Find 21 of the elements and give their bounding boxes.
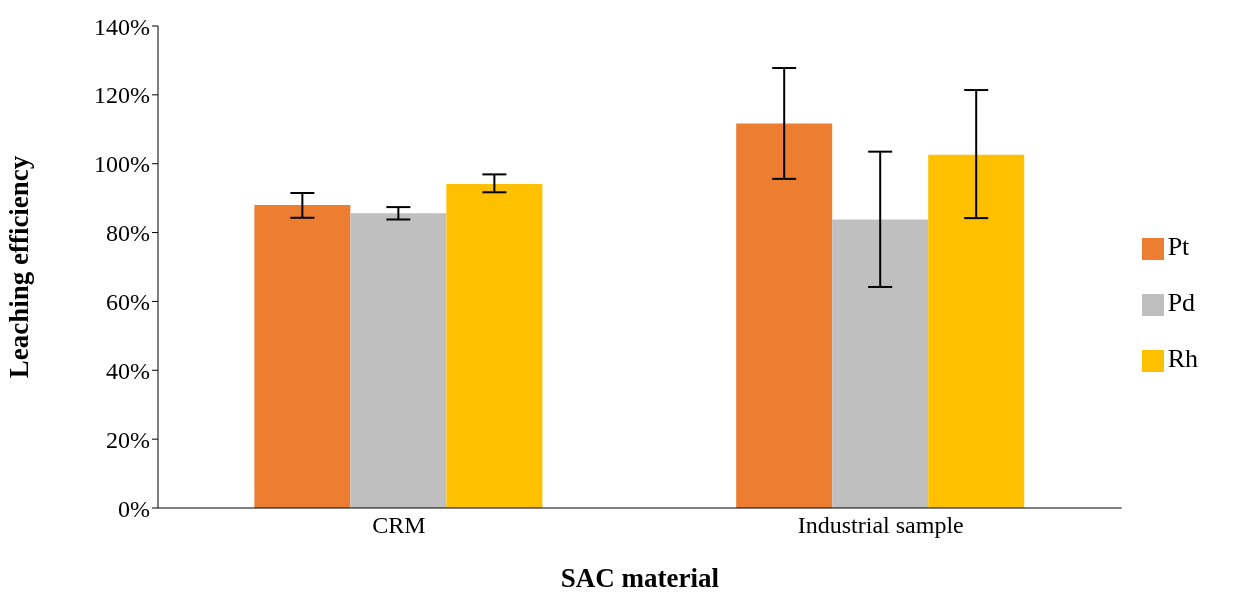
bar: [928, 154, 1025, 508]
bar: [736, 123, 833, 508]
y-tick-label: 80%: [106, 220, 150, 247]
legend-label: Pt: [1167, 232, 1190, 261]
y-tick-label: 120%: [94, 82, 150, 109]
y-tick-label: 100%: [94, 151, 150, 178]
y-tick-label: 0%: [118, 495, 150, 522]
x-axis-title: SAC material: [560, 563, 720, 594]
y-tick-label: 40%: [106, 357, 150, 384]
bar: [350, 213, 447, 508]
bar: [832, 219, 929, 508]
y-tick-label: 140%: [94, 13, 150, 40]
y-tick-label: 60%: [106, 288, 150, 315]
y-axis-title: Leaching efficiency: [3, 155, 34, 379]
y-tick-label: 20%: [106, 426, 150, 453]
legend-label: Pd: [1167, 288, 1196, 317]
x-tick-label: CRM: [372, 512, 426, 539]
legend-label: Rh: [1167, 344, 1198, 373]
x-tick-label: Industrial sample: [797, 512, 964, 539]
bar: [446, 184, 543, 508]
bar: [254, 205, 351, 508]
